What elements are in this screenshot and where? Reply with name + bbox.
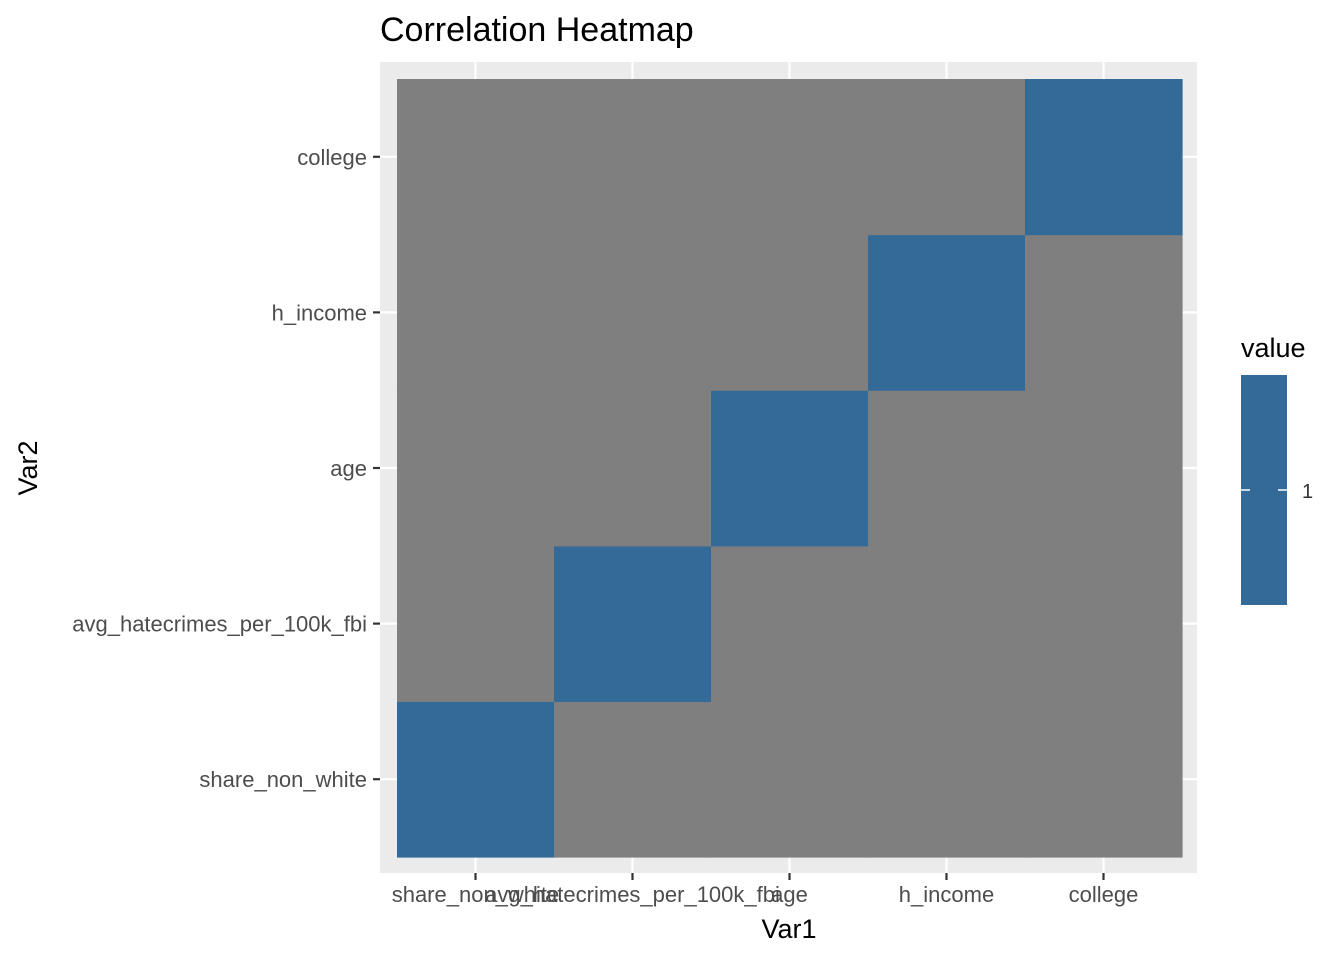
heatmap-cell [868,234,1026,391]
heatmap-cell-missing [554,390,712,547]
heatmap-cell-missing [397,545,555,702]
heatmap-cell-missing [711,234,869,391]
heatmap-cell-missing [868,701,1026,858]
legend-label: 1 [1302,481,1313,503]
legend: value 1 [1241,333,1313,605]
chart-title: Correlation Heatmap [380,11,694,49]
heatmap-cell-missing [711,701,869,858]
x-axis: share_non_whiteavg_hatecrimes_per_100k_f… [392,873,1139,907]
heatmap-cell-missing [1025,390,1183,547]
heatmap-cell-missing [397,390,555,547]
x-tick-label: share_non_white [392,882,560,907]
legend-title: value [1241,333,1306,363]
x-tick-label: age [771,882,808,907]
heatmap-cell-missing [554,79,712,236]
y-axis-title: Var2 [13,440,43,495]
heatmap-cell-missing [397,234,555,391]
heatmap-cell-missing [868,79,1026,236]
y-tick-label: avg_hatecrimes_per_100k_fbi [72,612,367,637]
heatmap-cell-missing [711,79,869,236]
heatmap-cell [711,390,869,547]
heatmap-cells [397,79,1183,858]
heatmap-cell-missing [868,390,1026,547]
heatmap-cell [397,701,555,858]
heatmap-cell-missing [1025,701,1183,858]
heatmap-cell [1025,79,1183,236]
x-tick-label: avg_hatecrimes_per_100k_fbi [485,882,780,907]
y-tick-label: age [330,456,367,481]
x-tick-label: h_income [899,882,994,907]
x-tick-label: college [1069,882,1139,907]
y-axis: share_non_white avg_hatecrimes_per_100k_f… [72,145,380,792]
heatmap-cell [554,545,712,702]
y-tick-label: h_income [272,300,367,325]
heatmap-cell-missing [554,234,712,391]
heatmap-cell-missing [554,701,712,858]
heatmap-cell-missing [1025,545,1183,702]
heatmap-cell-missing [397,79,555,236]
y-tick-label: share_non_white [199,767,367,792]
heatmap-cell-missing [1025,234,1183,391]
heatmap-cell-missing [711,545,869,702]
y-tick-label: college [297,145,367,170]
heatmap-cell-missing [868,545,1026,702]
x-axis-title: Var1 [761,914,816,944]
